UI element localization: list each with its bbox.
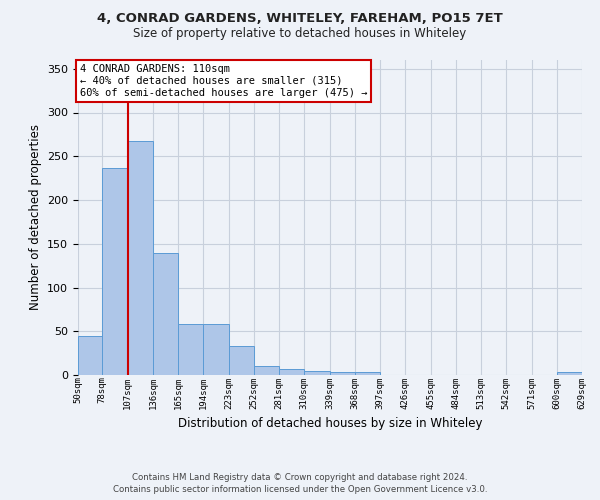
Bar (78, 336, 103, 375)
Text: Size of property relative to detached houses in Whiteley: Size of property relative to detached ho… (133, 28, 467, 40)
Bar (355, 372, 380, 375)
Bar (103, 168, 128, 375)
Text: 4, CONRAD GARDENS, WHITELEY, FAREHAM, PO15 7ET: 4, CONRAD GARDENS, WHITELEY, FAREHAM, PO… (97, 12, 503, 26)
Text: Contains HM Land Registry data © Crown copyright and database right 2024.
Contai: Contains HM Land Registry data © Crown c… (113, 472, 487, 494)
Bar (329, 372, 355, 375)
Bar (304, 370, 329, 375)
Text: 4 CONRAD GARDENS: 110sqm
← 40% of detached houses are smaller (315)
60% of semi-: 4 CONRAD GARDENS: 110sqm ← 40% of detach… (80, 64, 367, 98)
Bar (178, 324, 203, 375)
Bar (254, 366, 279, 375)
Bar (279, 369, 304, 375)
Bar (229, 346, 254, 375)
Bar (128, 140, 153, 375)
Bar (203, 324, 229, 375)
Bar (557, 372, 582, 375)
Bar (153, 254, 178, 375)
Y-axis label: Number of detached properties: Number of detached properties (29, 124, 41, 310)
X-axis label: Distribution of detached houses by size in Whiteley: Distribution of detached houses by size … (178, 417, 482, 430)
